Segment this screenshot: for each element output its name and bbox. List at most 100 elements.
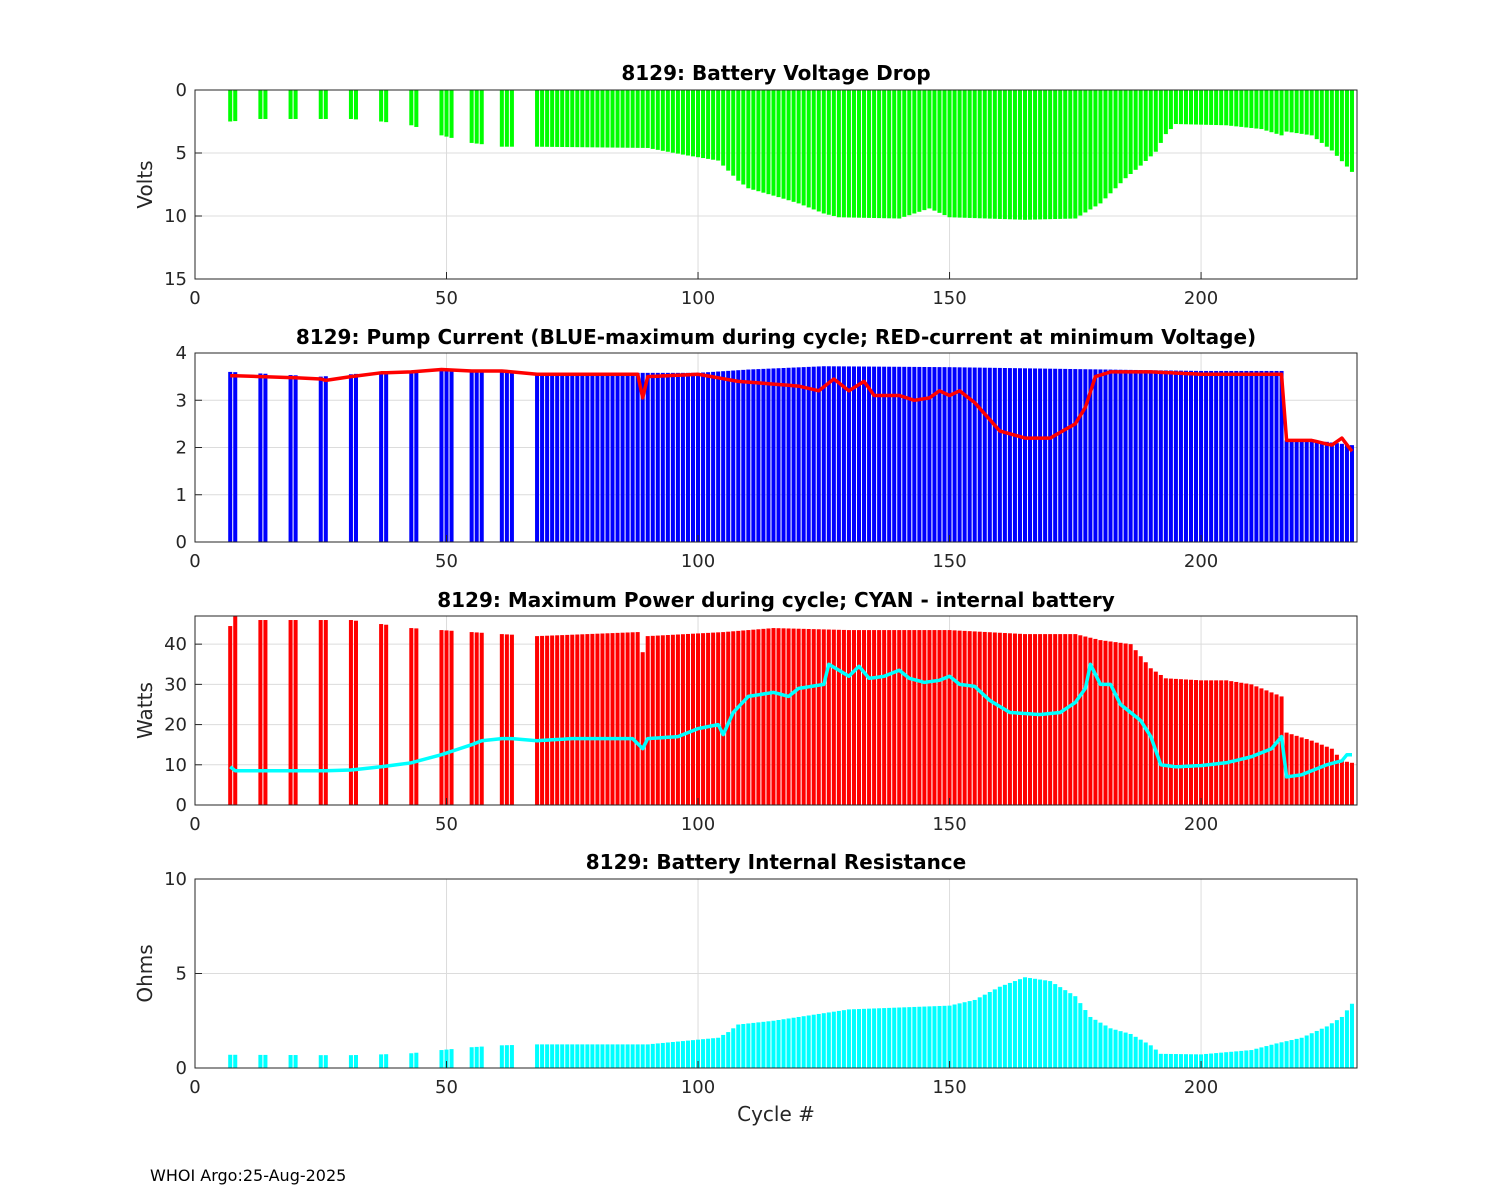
bar [811,90,816,210]
x-tick-label: 0 [189,288,200,309]
bar [1043,980,1048,1068]
bar [962,1002,967,1068]
bar [685,372,690,542]
bar [922,630,927,805]
bar [504,1045,509,1068]
bar [1244,90,1249,128]
bar [962,367,967,542]
bar [353,90,358,120]
bar [831,90,836,216]
bar [701,90,706,159]
bar [997,986,1002,1068]
bar [972,90,977,219]
bar [1007,982,1012,1068]
bar [1229,1051,1234,1068]
bar [1033,634,1038,805]
bar [821,1013,826,1068]
bar [1118,90,1123,184]
bar [630,372,635,542]
bar [831,629,836,805]
bar [1344,444,1349,542]
bar [630,90,635,148]
x-tick-label: 100 [681,1077,715,1098]
bar [992,989,997,1068]
bar [1234,90,1239,127]
bar [1017,368,1022,542]
bar [585,634,590,805]
bar [877,630,882,805]
bar [987,367,992,542]
bar [872,366,877,542]
bar [655,635,660,805]
bar [836,90,841,218]
bar [1334,90,1339,156]
bar [1204,370,1209,542]
bar [605,90,610,148]
bar [1113,1029,1118,1068]
bar [1068,634,1073,805]
bar [384,624,389,805]
series-line-red [230,367,1354,453]
bar [535,636,540,805]
bar [1103,640,1108,805]
bar [318,376,323,542]
bar [801,1016,806,1068]
bar [670,1042,675,1068]
bar [1214,1053,1219,1068]
resistance-xticks: 0 50 100 150 200 [189,1061,1218,1098]
bar [1143,90,1148,161]
bar [449,630,454,805]
bar [575,1044,580,1068]
bar [801,90,806,206]
bar [836,366,841,542]
bar [650,635,655,805]
bar [1304,441,1309,542]
bar [540,1044,545,1068]
bar [545,90,550,147]
bar [1294,90,1299,134]
bar [1012,368,1017,542]
bar [685,1040,690,1068]
bar [585,372,590,542]
bar [1168,90,1173,130]
bar [1078,1003,1083,1068]
bar [379,624,384,805]
bar [1108,641,1113,805]
bar [721,371,726,542]
bar [771,368,776,542]
bar [1259,1047,1264,1068]
current-xticks: 0 50 100 150 200 [189,535,1218,572]
bar [992,367,997,542]
bar [1063,368,1068,542]
bar [746,369,751,542]
bar [1284,1041,1289,1068]
voltage-ylabel: Volts [133,160,157,208]
bar [746,1023,751,1068]
bar [1183,679,1188,805]
bar [922,90,927,211]
bar [1234,1051,1239,1068]
voltage-axes-box [194,89,1358,280]
bar [1178,679,1183,805]
bar [1158,90,1163,143]
bar [1239,682,1244,805]
bar [726,90,731,171]
bar [1204,1053,1209,1068]
bar [1334,754,1339,805]
bar [1118,1031,1123,1068]
x-tick-label: 100 [681,814,715,835]
bar [1163,678,1168,805]
bar [801,367,806,542]
bar [942,630,947,805]
bar [1138,1039,1143,1068]
bar [761,1021,766,1068]
bar [801,628,806,805]
bar [1168,1053,1173,1068]
bar [841,1010,846,1068]
bar [1274,694,1279,805]
bar [680,1041,685,1068]
current-bars [228,366,1354,542]
bar [816,1013,821,1068]
bar [796,628,801,805]
y-tick-label: 20 [164,715,187,736]
